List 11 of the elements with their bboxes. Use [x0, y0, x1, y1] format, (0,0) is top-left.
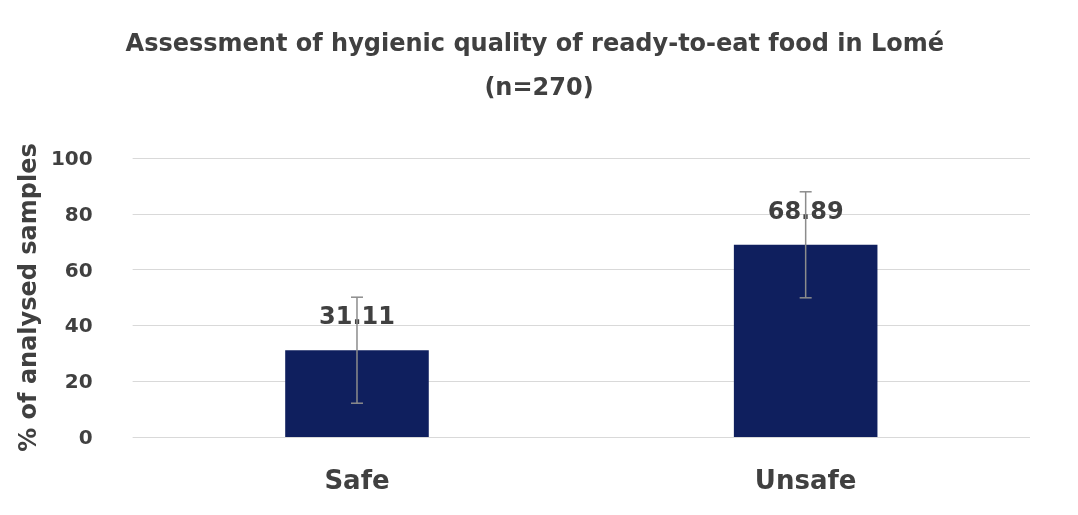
y-tick-label: 100 [50, 146, 93, 170]
y-axis-title: % of analysed samples [14, 143, 42, 452]
data-label: 31.11 [319, 302, 395, 331]
y-tick-label: 80 [64, 201, 93, 226]
chart-title: Assessment of hygienic quality of ready-to-eat food in Lomé (n=270) [125, 29, 953, 101]
y-tick-label: 20 [64, 369, 93, 394]
y-tick-label: 40 [64, 313, 93, 338]
y-tick-label: 0 [78, 425, 93, 449]
x-tick-label: Safe [324, 465, 390, 495]
y-tick-label: 60 [64, 257, 93, 282]
x-tick-label: Unsafe [754, 465, 857, 495]
